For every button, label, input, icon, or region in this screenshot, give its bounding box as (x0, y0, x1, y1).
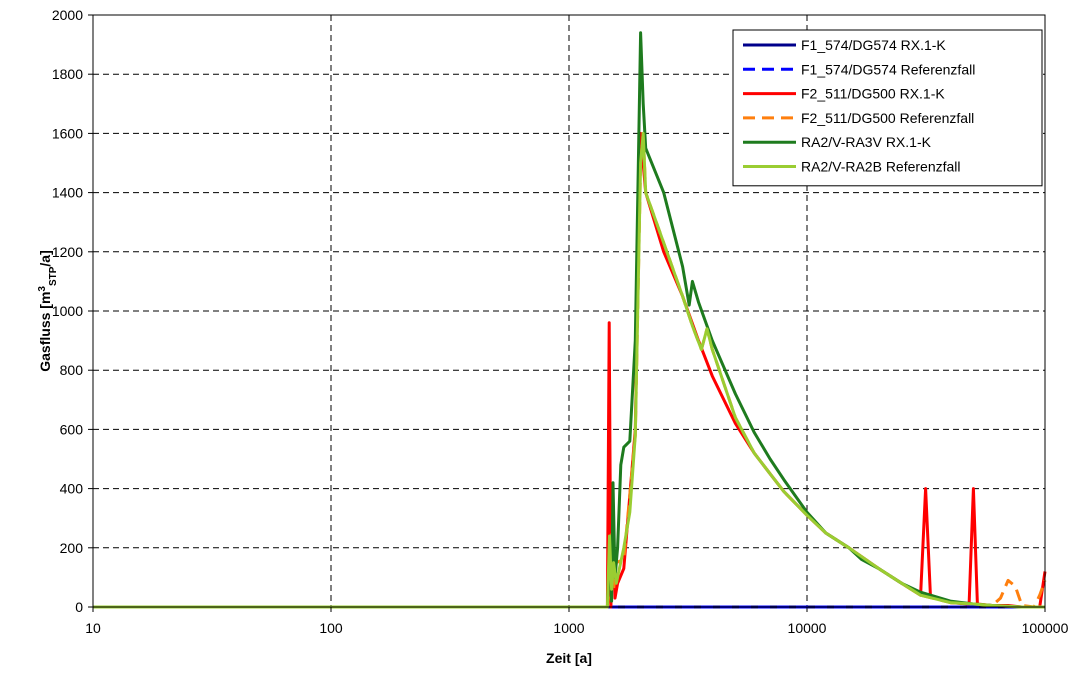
y-tick-label: 2000 (52, 7, 83, 23)
x-tick-label: 10000 (788, 620, 827, 636)
y-tick-label: 1800 (52, 66, 83, 82)
y-axis-label-tail: /a] (37, 250, 53, 266)
x-axis-label: Zeit [a] (546, 650, 592, 666)
y-tick-label: 400 (60, 481, 84, 497)
x-tick-label: 100000 (1022, 620, 1069, 636)
x-tick-label: 10 (85, 620, 101, 636)
legend-label: RA2/V-RA2B Referenzfall (801, 159, 961, 175)
y-tick-label: 1000 (52, 303, 83, 319)
y-tick-label: 1400 (52, 185, 83, 201)
y-tick-label: 200 (60, 540, 84, 556)
x-tick-label: 1000 (553, 620, 584, 636)
y-tick-label: 1600 (52, 125, 83, 141)
y-axis: 0 200 400 600 800 1000 1200 1400 1600 1800 2000 (52, 7, 93, 615)
legend-label: F1_574/DG574 Referenzfall (801, 61, 975, 77)
legend-label: F1_574/DG574 RX.1-K (801, 37, 946, 53)
y-axis-label-main: Gasfluss [m (37, 292, 53, 372)
y-axis-label: Gasfluss [m3STP/a] (37, 250, 59, 372)
y-tick-label: 800 (60, 362, 84, 378)
y-tick-label: 1200 (52, 244, 83, 260)
legend-label: F2_511/DG500 Referenzfall (801, 110, 974, 126)
legend-label: F2_511/DG500 RX.1-K (801, 86, 945, 102)
y-axis-label-sup: 3 (37, 286, 48, 292)
series-line-6 (93, 131, 1045, 609)
legend-label: RA2/V-RA3V RX.1-K (801, 134, 932, 150)
legend: F1_574/DG574 RX.1-K F1_574/DG574 Referenz… (732, 29, 1043, 187)
y-tick-label: 0 (75, 599, 83, 615)
legend-box (732, 29, 1043, 187)
y-axis-label-sub: STP (48, 266, 59, 286)
y-tick-label: 600 (60, 421, 84, 437)
x-axis: 10 100 1000 10000 100000 (85, 607, 1069, 636)
x-tick-label: 100 (319, 620, 343, 636)
